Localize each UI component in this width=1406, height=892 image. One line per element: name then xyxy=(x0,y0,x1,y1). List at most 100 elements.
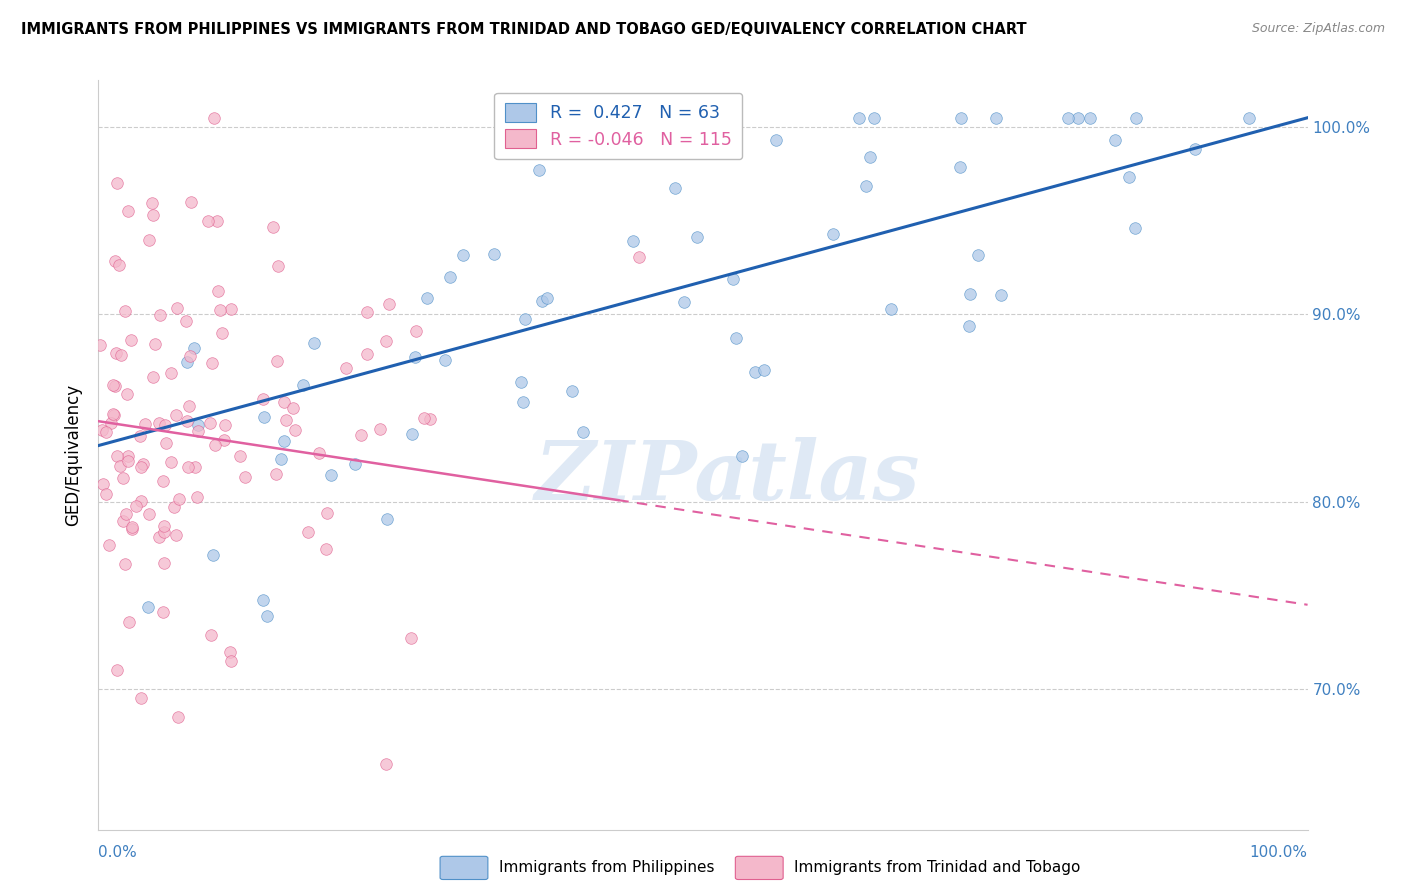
Point xyxy=(187,424,209,438)
Point xyxy=(368,422,391,436)
Point xyxy=(180,194,202,209)
Point xyxy=(134,417,156,432)
Point xyxy=(138,508,160,522)
Point xyxy=(117,386,139,401)
Point xyxy=(375,512,398,526)
Point xyxy=(153,518,176,533)
Point xyxy=(112,471,135,485)
Point xyxy=(536,291,558,305)
Point xyxy=(129,460,152,475)
Point xyxy=(335,360,357,375)
Point xyxy=(966,248,988,262)
Point xyxy=(93,476,115,491)
Point xyxy=(96,487,118,501)
Point xyxy=(315,506,337,520)
Point xyxy=(89,338,111,352)
Point xyxy=(405,324,427,338)
Point xyxy=(114,557,136,571)
Point xyxy=(859,150,882,164)
Point xyxy=(104,379,127,393)
Text: Immigrants from Philippines: Immigrants from Philippines xyxy=(499,860,714,874)
Text: ZIPatlas: ZIPatlas xyxy=(534,437,920,517)
Point xyxy=(169,491,191,506)
Point xyxy=(91,423,114,437)
Text: Source: ZipAtlas.com: Source: ZipAtlas.com xyxy=(1251,22,1385,36)
Point xyxy=(125,500,148,514)
Point xyxy=(284,423,307,437)
Point xyxy=(315,542,337,557)
Point xyxy=(105,664,128,678)
Point xyxy=(108,458,131,473)
Point xyxy=(1066,111,1088,125)
Point xyxy=(163,500,186,515)
Point xyxy=(148,530,170,544)
Point xyxy=(959,287,981,301)
Point xyxy=(105,449,128,463)
Point xyxy=(356,347,378,361)
Point xyxy=(1104,133,1126,147)
Point xyxy=(101,378,124,392)
Point xyxy=(404,350,426,364)
Point xyxy=(120,333,142,347)
Point xyxy=(744,365,766,379)
Point xyxy=(855,178,877,193)
Point xyxy=(1125,111,1147,125)
Point xyxy=(724,331,747,345)
Point xyxy=(416,291,439,305)
Point xyxy=(117,204,139,219)
Point xyxy=(200,628,222,642)
Point xyxy=(184,460,207,475)
Point xyxy=(1118,169,1140,184)
Point xyxy=(401,427,423,442)
Point xyxy=(439,269,461,284)
Point xyxy=(111,514,134,528)
Point xyxy=(138,232,160,246)
Point xyxy=(1123,221,1146,235)
Point xyxy=(433,353,456,368)
Point xyxy=(201,356,224,370)
Point xyxy=(174,313,197,327)
Point xyxy=(204,438,226,452)
Point xyxy=(664,180,686,194)
Point xyxy=(509,375,531,389)
Point xyxy=(848,111,870,125)
Text: 100.0%: 100.0% xyxy=(1250,845,1308,860)
Point xyxy=(131,691,153,706)
Point xyxy=(627,250,650,264)
Point xyxy=(152,605,174,619)
Point xyxy=(110,348,132,362)
Point xyxy=(142,370,165,384)
Point xyxy=(208,303,231,318)
Point xyxy=(252,392,274,406)
Point xyxy=(198,416,221,430)
Point xyxy=(957,319,980,334)
Point xyxy=(132,457,155,471)
Point xyxy=(214,417,236,432)
Point xyxy=(218,644,240,658)
Point xyxy=(256,608,278,623)
Point xyxy=(880,301,903,316)
Point xyxy=(103,407,125,421)
Point xyxy=(273,434,295,448)
Point xyxy=(105,177,128,191)
Point xyxy=(530,293,553,308)
Point xyxy=(515,312,537,326)
Point xyxy=(252,593,274,607)
Point xyxy=(104,254,127,268)
Point xyxy=(375,334,398,348)
Point xyxy=(153,418,176,433)
Text: 0.0%: 0.0% xyxy=(98,845,138,860)
Point xyxy=(374,756,396,771)
Point xyxy=(155,435,177,450)
Point xyxy=(1184,142,1206,156)
Point xyxy=(378,297,401,311)
Point xyxy=(283,401,305,416)
Point xyxy=(266,354,288,368)
Point xyxy=(319,467,342,482)
Point xyxy=(143,337,166,351)
Point xyxy=(419,412,441,426)
Point xyxy=(179,349,201,363)
Point xyxy=(197,213,219,227)
Point xyxy=(202,548,225,562)
Point xyxy=(267,260,290,274)
